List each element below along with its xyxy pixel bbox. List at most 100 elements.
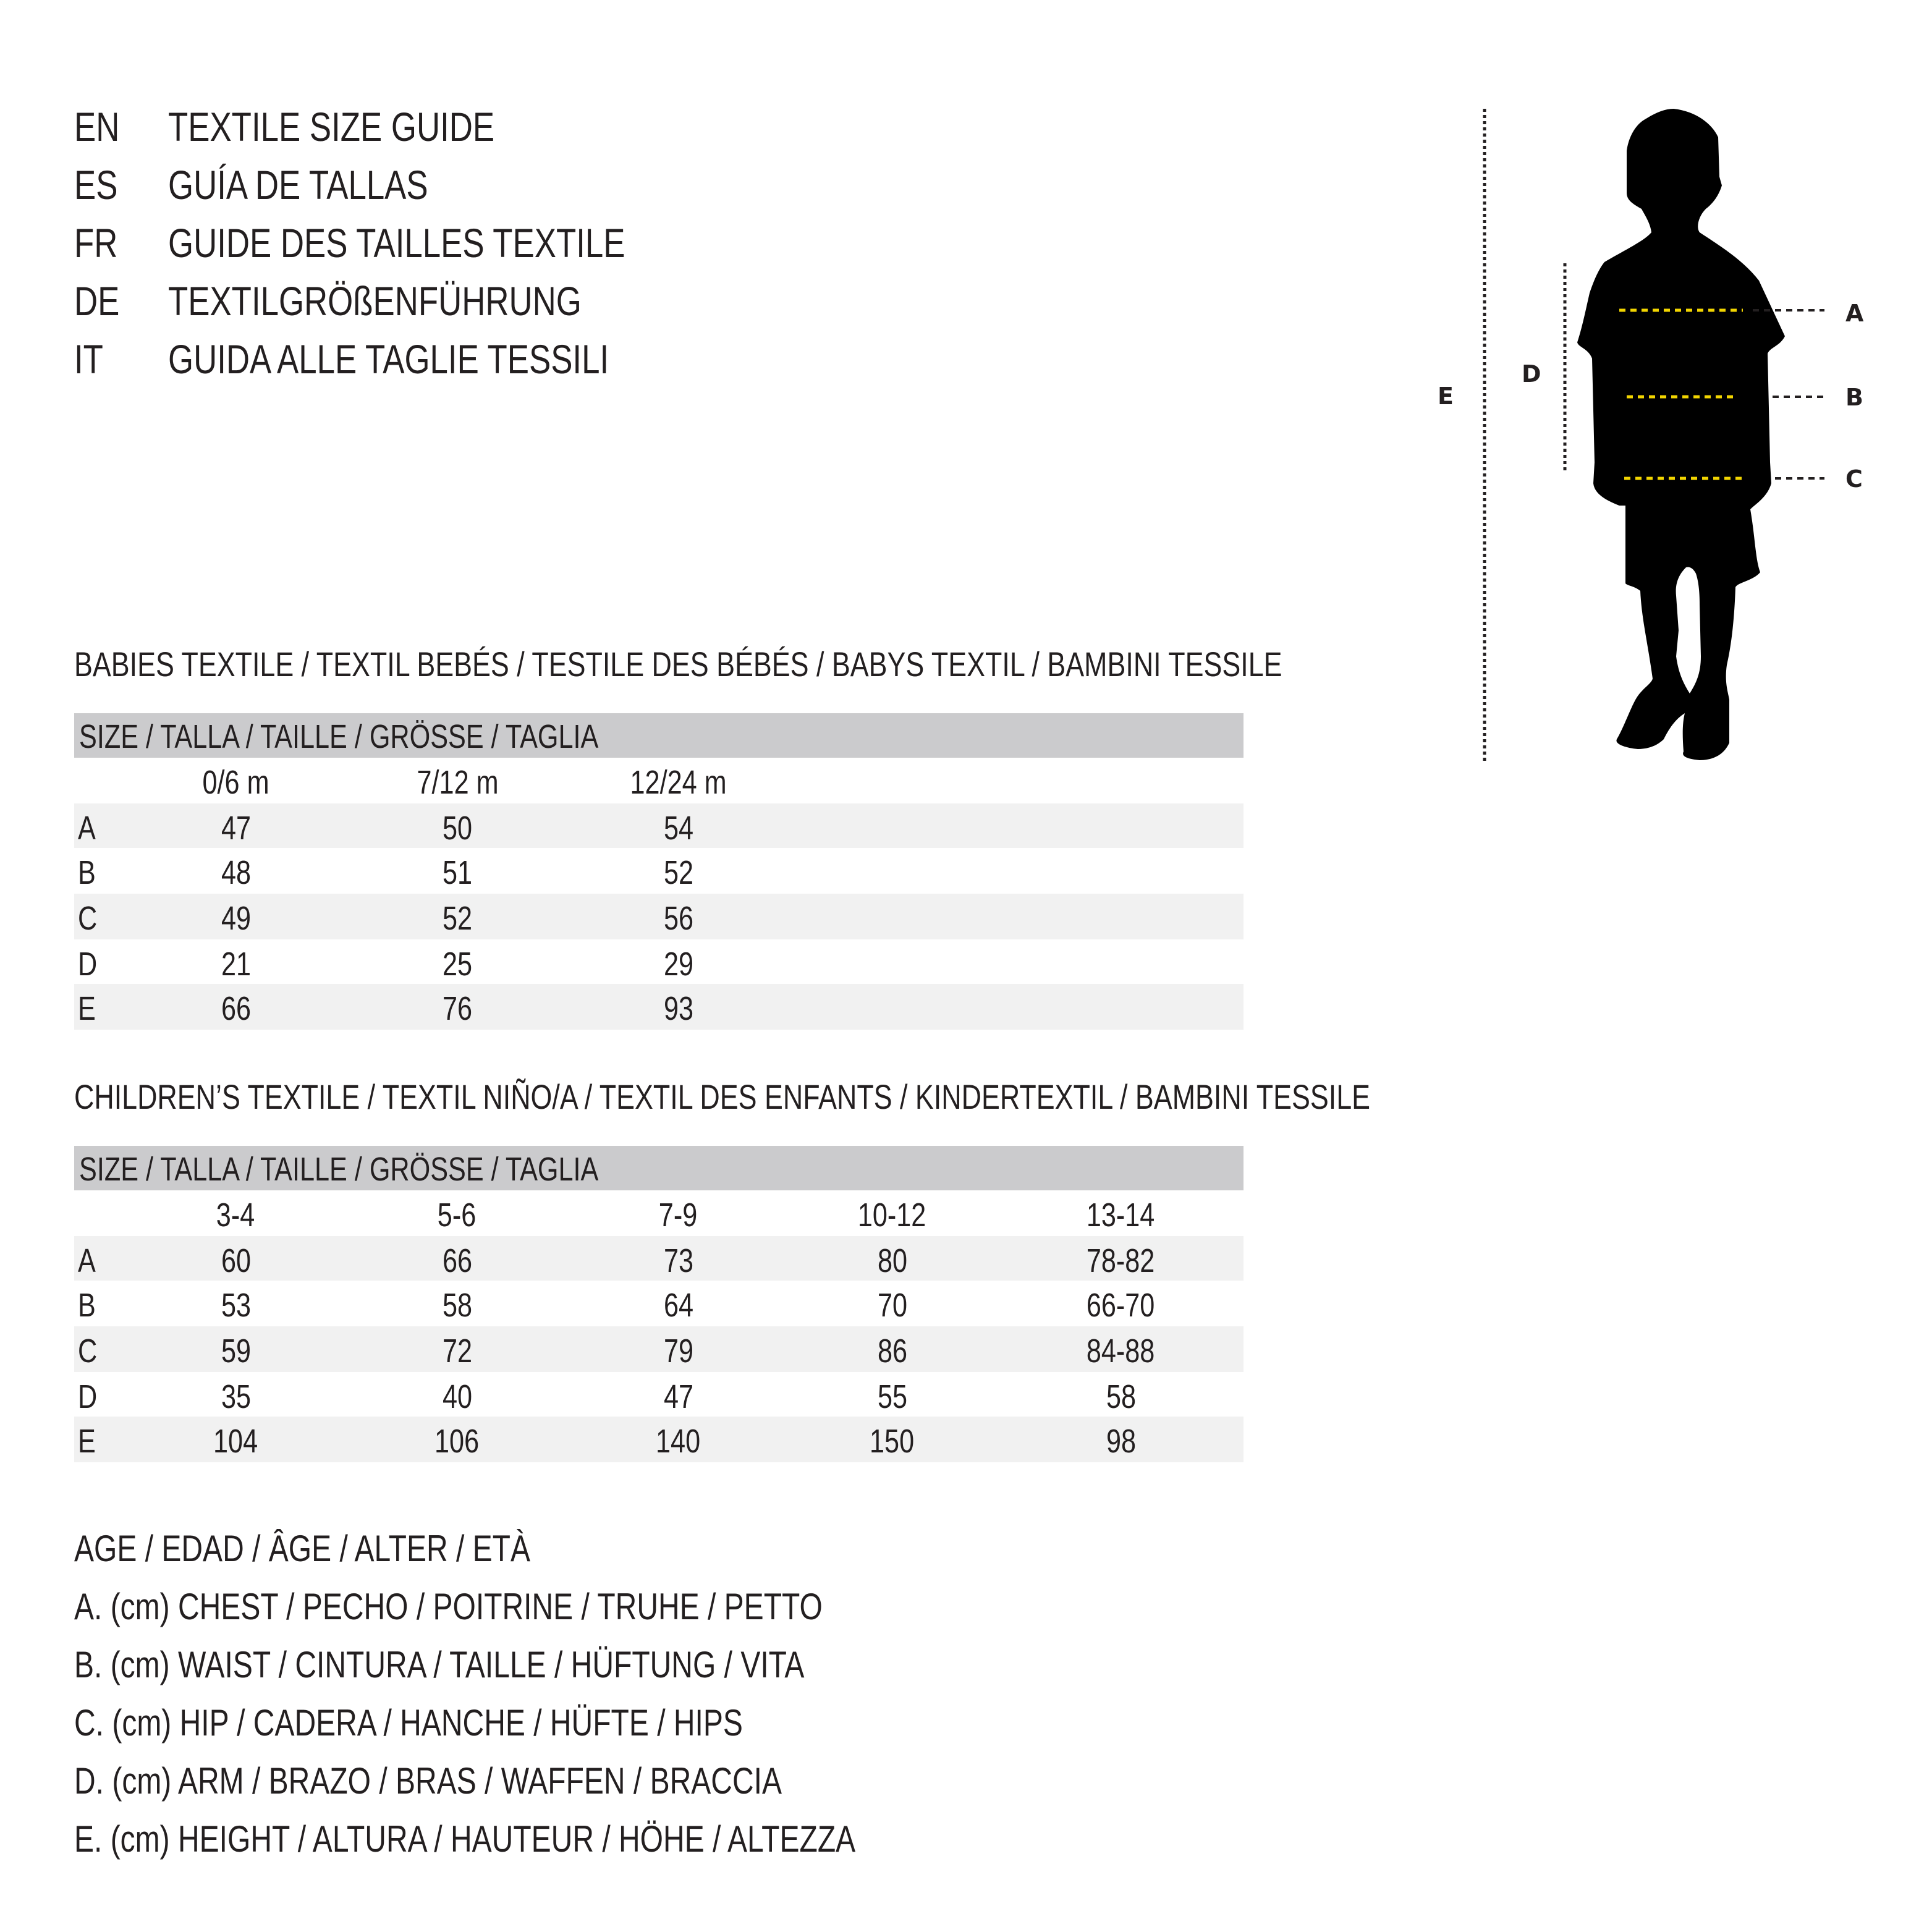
table-cell: 25 [442, 945, 473, 983]
guide-title: GUÍA DE TALLAS [168, 162, 428, 208]
child-silhouette [1577, 109, 1785, 760]
table-cell: 86 [877, 1332, 908, 1370]
legend-line: B. (cm) WAIST / CINTURA / TAILLE / HÜFTU… [74, 1645, 805, 1686]
table-cell: 35 [221, 1378, 252, 1415]
table-cell: 98 [1106, 1423, 1137, 1460]
guide-title: TEXTILGRÖßENFÜHRUNG [168, 278, 582, 324]
row-label: D [78, 945, 98, 983]
column-header: 5-6 [438, 1197, 477, 1234]
legend-line: C. (cm) HIP / CADERA / HANCHE / HÜFTE / … [74, 1703, 743, 1744]
legend-line: D. (cm) ARM / BRAZO / BRAS / WAFFEN / BR… [74, 1761, 782, 1802]
guide-title: GUIDE DES TAILLES TEXTILE [168, 220, 625, 266]
label-d: D [1522, 360, 1541, 388]
table-cell: 106 [434, 1423, 480, 1460]
table-cell: 150 [870, 1423, 915, 1460]
table-row: D 21 25 29 [74, 939, 1244, 985]
table-cell: 104 [213, 1423, 259, 1460]
table-cell: 58 [1106, 1378, 1137, 1415]
language-code: EN [74, 104, 120, 150]
table-cell: 66-70 [1087, 1287, 1156, 1324]
column-header-row: 3-4 5-6 7-9 10-12 13-14 [74, 1190, 1244, 1235]
table-row: C 49 52 56 [74, 894, 1244, 939]
label-b: B [1845, 384, 1863, 411]
table-cell: 55 [877, 1378, 908, 1415]
row-label: D [78, 1378, 98, 1415]
table-row: B 48 51 52 [74, 849, 1244, 894]
table-cell: 29 [663, 945, 694, 983]
table-cell: 47 [663, 1378, 694, 1415]
table-cell: 79 [663, 1332, 694, 1370]
table-cell: 93 [663, 990, 694, 1028]
table-cell: 59 [221, 1332, 252, 1370]
children-size-table: SIZE / TALLA / TAILLE / GRÖSSE / TAGLIA 3… [74, 1146, 1244, 1463]
column-header: 13-14 [1087, 1197, 1156, 1234]
table-row: E 66 76 93 [74, 984, 1244, 1030]
table-cell: 80 [877, 1242, 908, 1279]
language-code: FR [74, 220, 118, 266]
column-header: 3-4 [216, 1197, 256, 1234]
table-row: C 59 72 79 86 84-88 [74, 1326, 1244, 1372]
babies-heading: BABIES TEXTILE / TEXTIL BEBÉS / TESTILE … [74, 645, 1282, 684]
row-label: E [78, 990, 96, 1028]
guide-title: TEXTILE SIZE GUIDE [168, 104, 495, 150]
table-row: D 35 40 47 55 58 [74, 1372, 1244, 1417]
table-cell: 78-82 [1087, 1242, 1156, 1279]
child-measurement-figure: A B C D E [1438, 109, 1864, 764]
table-cell: 40 [442, 1378, 473, 1415]
guide-title: GUIDA ALLE TAGLIE TESSILI [168, 336, 609, 382]
column-header: 12/24 m [630, 764, 727, 801]
column-header-row: 0/6 m 7/12 m 12/24 m [74, 758, 1244, 803]
table-cell: 58 [442, 1287, 473, 1324]
table-row: A 47 50 54 [74, 803, 1244, 849]
table-cell: 54 [663, 809, 694, 847]
row-label: A [78, 1242, 96, 1279]
table-cell: 51 [442, 854, 473, 892]
table-cell: 84-88 [1087, 1332, 1156, 1370]
table-cell: 53 [221, 1287, 252, 1324]
table-cell: 64 [663, 1287, 694, 1324]
table-cell: 47 [221, 809, 252, 847]
table-row: E 104 106 140 150 98 [74, 1417, 1244, 1463]
children-heading: CHILDREN’S TEXTILE / TEXTIL NIÑO/A / TEX… [74, 1078, 1371, 1116]
table-cell: 56 [663, 900, 694, 938]
table-cell: 66 [221, 990, 252, 1028]
table-cell: 21 [221, 945, 252, 983]
row-label: A [78, 809, 96, 847]
row-label: E [78, 1423, 96, 1460]
column-header: 7/12 m [416, 764, 499, 801]
language-code: IT [74, 336, 103, 382]
table-cell: 73 [663, 1242, 694, 1279]
column-header: 0/6 m [202, 764, 270, 801]
table-cell: 49 [221, 900, 252, 938]
row-label: B [78, 854, 96, 892]
legend-line: E. (cm) HEIGHT / ALTURA / HAUTEUR / HÖHE… [74, 1820, 856, 1860]
legend-line: AGE / EDAD / ÂGE / ALTER / ETÀ [74, 1529, 530, 1570]
table-cell: 140 [656, 1423, 701, 1460]
column-header: 10-12 [858, 1197, 927, 1234]
table-cell: 70 [877, 1287, 908, 1324]
table-cell: 48 [221, 854, 252, 892]
table-row: B 53 58 64 70 66-70 [74, 1281, 1244, 1326]
table-cell: 50 [442, 809, 473, 847]
table-cell: 52 [442, 900, 473, 938]
size-header-band: SIZE / TALLA / TAILLE / GRÖSSE / TAGLIA [74, 713, 1244, 758]
table-cell: 52 [663, 854, 694, 892]
table-cell: 66 [442, 1242, 473, 1279]
table-row: A 60 66 73 80 78-82 [74, 1235, 1244, 1281]
table-cell: 72 [442, 1332, 473, 1370]
row-label: B [78, 1287, 96, 1324]
label-e: E [1438, 383, 1454, 410]
language-code: ES [74, 162, 118, 208]
table-cell: 76 [442, 990, 473, 1028]
language-code: DE [74, 278, 120, 324]
row-label: C [78, 900, 98, 938]
column-header: 7-9 [659, 1197, 698, 1234]
label-a: A [1845, 300, 1864, 327]
row-label: C [78, 1332, 98, 1370]
label-c: C [1845, 465, 1863, 493]
legend-line: A. (cm) CHEST / PECHO / POITRINE / TRUHE… [74, 1587, 823, 1628]
table-cell: 60 [221, 1242, 252, 1279]
size-header-band: SIZE / TALLA / TAILLE / GRÖSSE / TAGLIA [74, 1146, 1244, 1190]
babies-size-table: SIZE / TALLA / TAILLE / GRÖSSE / TAGLIA 0… [74, 713, 1244, 1030]
